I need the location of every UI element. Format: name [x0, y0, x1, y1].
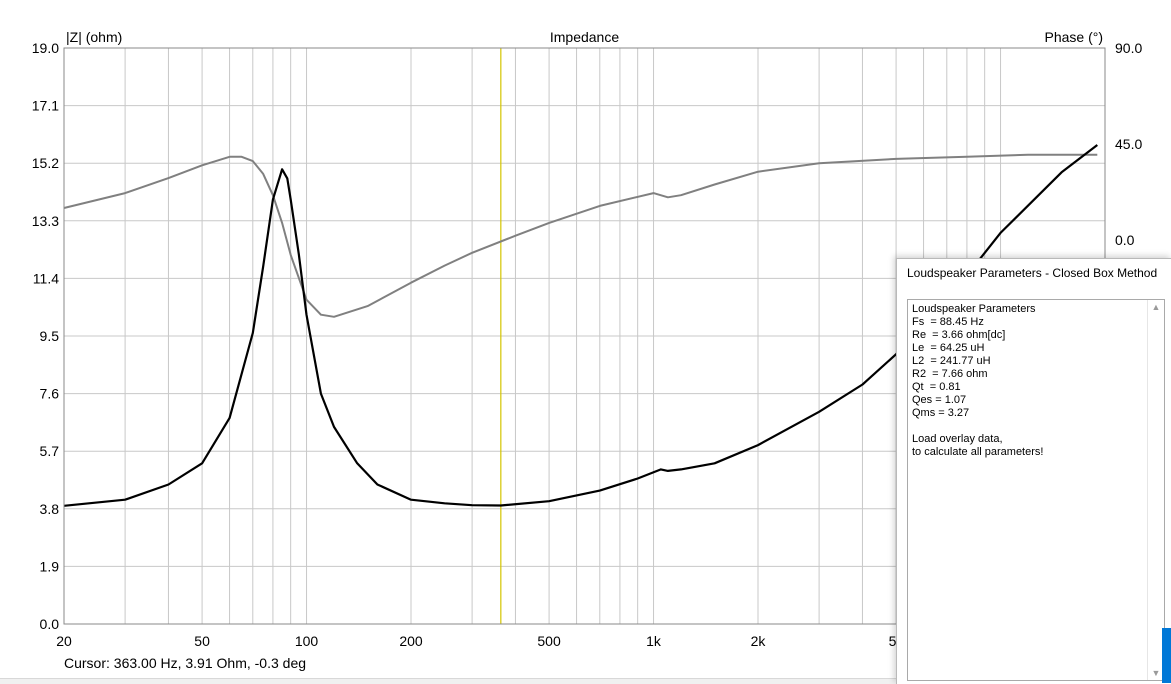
y-tick-label: 9.5 — [40, 328, 60, 344]
x-tick-label: 2k — [751, 633, 767, 649]
y-tick-label: 13.3 — [32, 213, 59, 229]
x-tick-label: 50 — [194, 633, 210, 649]
window-edge-strip — [1162, 628, 1171, 683]
x-tick-label: 500 — [537, 633, 561, 649]
parameters-textbox[interactable]: Loudspeaker Parameters Fs = 88.45 Hz Re = … — [907, 299, 1165, 681]
x-tick-label: 100 — [295, 633, 319, 649]
y-tick-label: 1.9 — [40, 558, 60, 574]
x-tick-label: 20 — [56, 633, 72, 649]
parameter-line: Re = 3.66 ohm[dc] — [912, 329, 1006, 341]
y2-tick-label: 45.0 — [1115, 136, 1142, 152]
phase-series-line — [63, 153, 1098, 318]
y2-tick-label: 90.0 — [1115, 40, 1142, 56]
parameter-line: to calculate all parameters! — [912, 446, 1044, 458]
parameter-line: Qms = 3.27 — [912, 407, 970, 419]
y-tick-label: 7.6 — [40, 386, 60, 402]
parameter-line — [912, 420, 1043, 433]
y-axis-label: |Z| (ohm) — [66, 29, 122, 45]
window-bottom-edge — [0, 678, 896, 684]
loudspeaker-parameters-panel[interactable]: Loudspeaker Parameters - Closed Box Meth… — [896, 258, 1171, 684]
y-tick-label: 3.8 — [40, 501, 60, 517]
impedance-series-line — [63, 144, 1098, 507]
series-layer — [63, 144, 1098, 507]
y2-tick-label: 0.0 — [1115, 232, 1135, 248]
parameter-line: Loudspeaker Parameters — [912, 303, 1036, 315]
chart-title: Impedance — [550, 29, 619, 45]
y-tick-label: 11.4 — [33, 270, 59, 286]
parameter-line: Le = 64.25 uH — [912, 342, 985, 354]
y-tick-label: 19.0 — [32, 40, 59, 56]
x-tick-label: 200 — [399, 633, 423, 649]
y2-axis-label: Phase (°) — [1044, 29, 1103, 45]
textbox-scrollbar[interactable]: ▲ ▼ — [1147, 300, 1164, 680]
y-tick-label: 17.1 — [32, 98, 59, 114]
parameter-line: R2 = 7.66 ohm — [912, 368, 988, 380]
x-tick-label: 1k — [646, 633, 662, 649]
parameter-line: Qt = 0.81 — [912, 381, 961, 393]
parameters-text: Loudspeaker Parameters Fs = 88.45 Hz Re = … — [912, 303, 1043, 459]
y-tick-label: 5.7 — [40, 443, 60, 459]
scroll-up-icon[interactable]: ▲ — [1151, 302, 1161, 312]
parameter-line: Load overlay data, — [912, 433, 1003, 445]
panel-title: Loudspeaker Parameters - Closed Box Meth… — [907, 266, 1158, 280]
parameter-line: Qes = 1.07 — [912, 394, 967, 406]
parameter-line: L2 = 241.77 uH — [912, 355, 991, 367]
cursor-readout: Cursor: 363.00 Hz, 3.91 Ohm, -0.3 deg — [64, 655, 307, 671]
scroll-down-icon[interactable]: ▼ — [1151, 668, 1161, 678]
y-tick-label: 15.2 — [32, 155, 59, 171]
parameter-line: Fs = 88.45 Hz — [912, 316, 984, 328]
y-tick-label: 0.0 — [40, 616, 60, 632]
